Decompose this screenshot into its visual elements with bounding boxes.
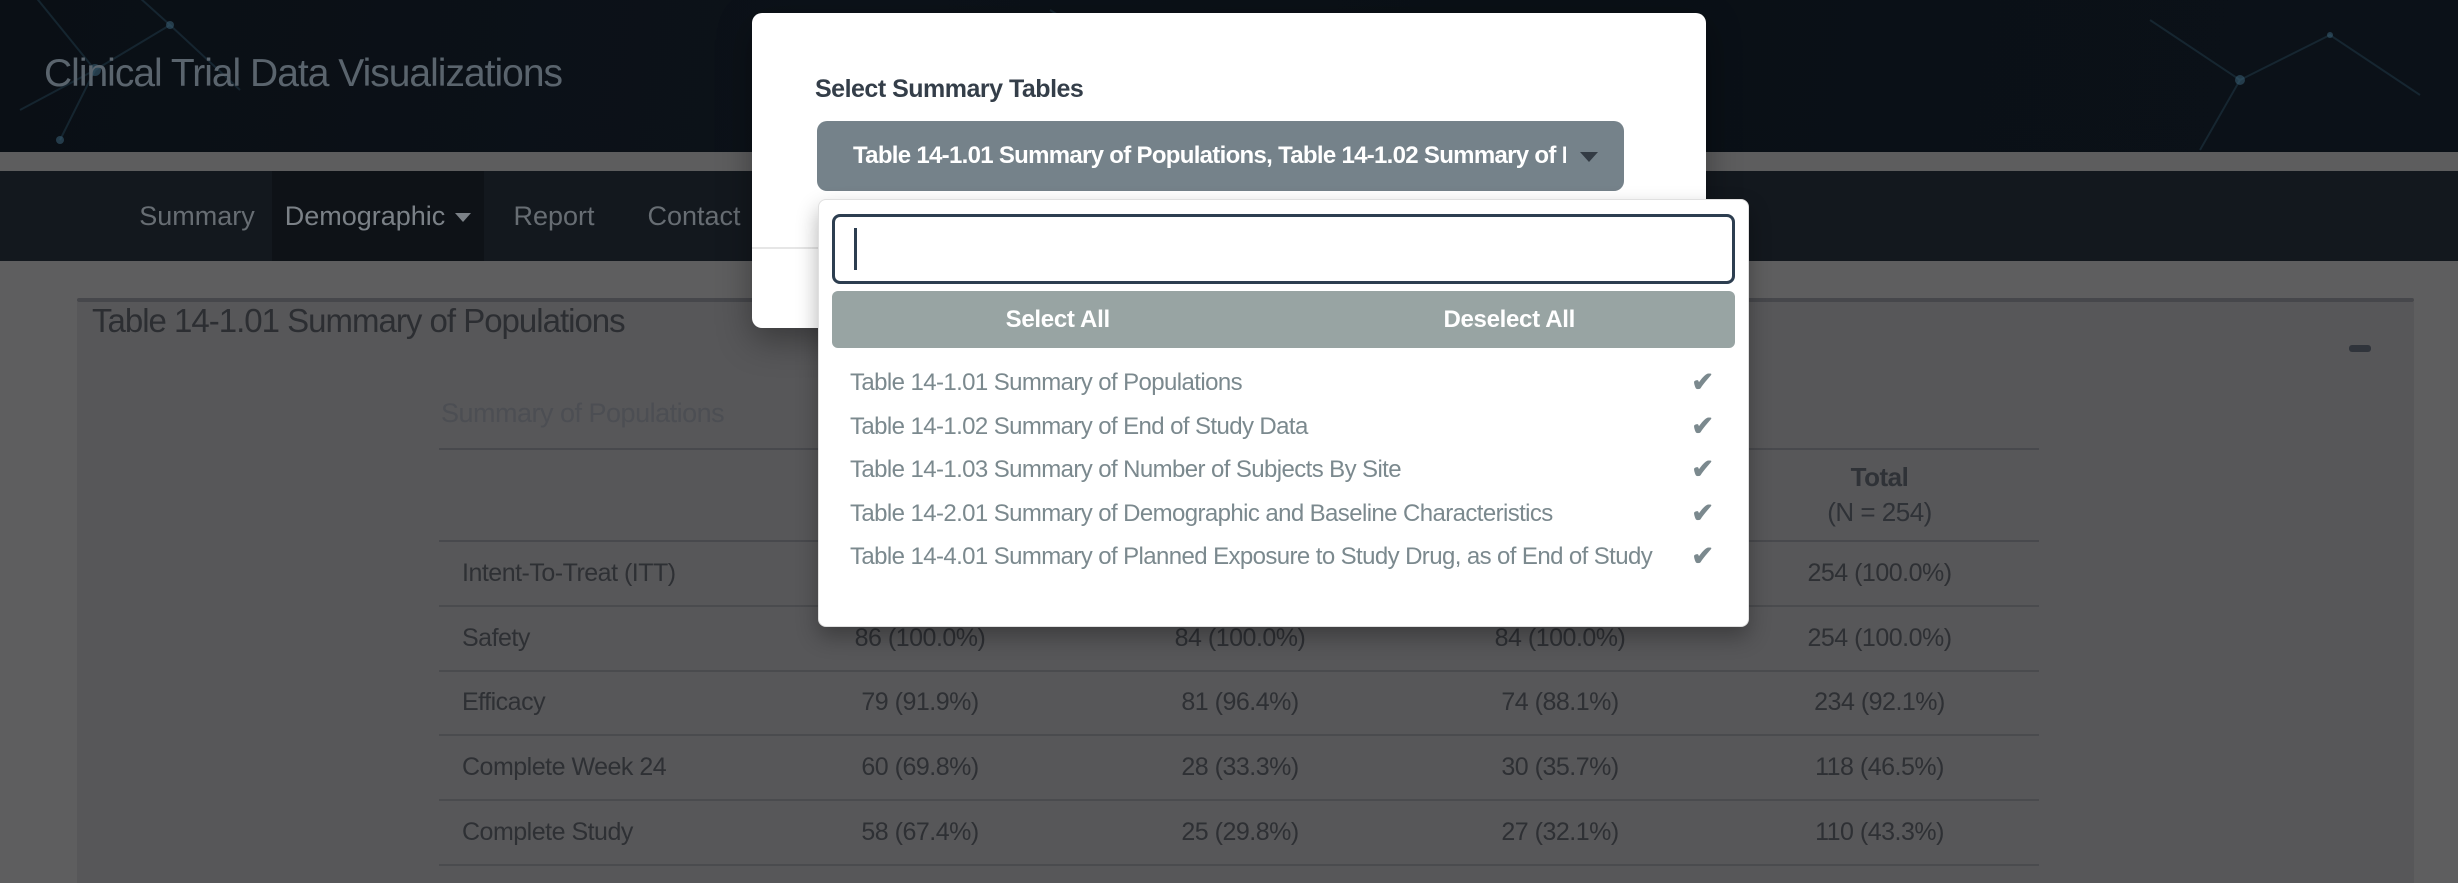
cell: 60 (69.8%) [760,735,1081,802]
modal-label: Select Summary Tables [815,75,1084,103]
nav-item-demographic[interactable]: Demographic [272,171,484,261]
check-icon: ✔ [1691,367,1714,397]
summary-tables-dropdown-button[interactable]: Table 14-1.01 Summary of Populations, Ta… [817,121,1624,191]
cell-total: 254 (100.0%) [1720,605,2040,672]
option-label: Table 14-4.01 Summary of Planned Exposur… [850,543,1653,570]
option-label: Table 14-1.02 Summary of End of Study Da… [850,412,1308,440]
cell: 81 (96.4%) [1080,670,1401,737]
row-label: Intent-To-Treat (ITT) [439,541,760,607]
dropdown-action-bar: Select All Deselect All [832,291,1735,348]
summary-panel-title: Table 14-1.01 Summary of Populations [92,302,626,339]
cell-total: 254 (100.0%) [1720,541,2040,607]
cell: 28 (33.3%) [1080,735,1401,802]
nav-item-contact[interactable]: Contact [647,201,741,231]
option-label: Table 14-2.01 Summary of Demographic and… [850,499,1553,527]
cell-total: 110 (43.3%) [1720,800,2040,866]
dropdown-search-input[interactable] [832,214,1735,284]
table-row-safety: Safety 86 (100.0%) 84 (100.0%) 84 (100.0… [439,605,2040,672]
option-table-14-1-01[interactable]: Table 14-1.01 Summary of Populations ✔ [819,361,1750,405]
cell: 30 (35.7%) [1400,735,1721,802]
text-cursor [854,228,857,270]
total-header-line2: (N = 254) [1827,497,1932,527]
table-row-complete-week-24: Complete Week 24 60 (69.8%) 28 (33.3%) 3… [439,735,2040,802]
check-icon: ✔ [1691,497,1714,528]
column-header-empty [439,449,760,542]
cell: 74 (88.1%) [1400,670,1721,737]
cell: 79 (91.9%) [760,670,1081,737]
dropdown-menu: Select All Deselect All Table 14-1.01 Su… [818,199,1749,627]
option-label: Table 14-1.01 Summary of Populations [850,369,1243,396]
check-icon: ✔ [1691,541,1714,571]
table-row-complete-study: Complete Study 58 (67.4%) 25 (29.8%) 27 … [439,800,2040,866]
cell: 25 (29.8%) [1080,800,1401,866]
nav-item-demographic-label: Demographic [284,201,446,231]
deselect-all-button[interactable]: Deselect All [1443,306,1576,333]
column-header-total: Total (N = 254) [1720,449,2040,542]
row-label: Safety [439,605,760,672]
cell-total: 118 (46.5%) [1720,735,2040,802]
total-header-line1: Total [1850,462,1909,492]
select-all-button[interactable]: Select All [1005,306,1110,333]
dropdown-button-text: Table 14-1.01 Summary of Populations, Ta… [853,142,1566,169]
option-table-14-4-01[interactable]: Table 14-4.01 Summary of Planned Exposur… [819,535,1750,579]
row-label: Complete Week 24 [439,735,760,802]
cell: 27 (32.1%) [1400,800,1721,866]
nav-item-report[interactable]: Report [513,201,595,231]
check-icon: ✔ [1691,410,1714,441]
check-icon: ✔ [1691,454,1714,484]
row-label: Efficacy [439,670,760,737]
cell-total: 234 (92.1%) [1720,670,2040,737]
cell: 58 (67.4%) [760,800,1081,866]
page-title: Clinical Trial Data Visualizations [44,52,563,95]
collapse-panel-minus-icon[interactable] [2349,345,2371,352]
option-table-14-2-01[interactable]: Table 14-2.01 Summary of Demographic and… [819,492,1750,536]
table-row-efficacy: Efficacy 79 (91.9%) 81 (96.4%) 74 (88.1%… [439,670,2040,737]
dropdown-options-list: Table 14-1.01 Summary of Populations ✔ T… [819,361,1750,579]
row-label: Complete Study [439,800,760,866]
nav-item-summary[interactable]: Summary [139,201,255,231]
option-table-14-1-03[interactable]: Table 14-1.03 Summary of Number of Subje… [819,448,1750,492]
option-table-14-1-02[interactable]: Table 14-1.02 Summary of End of Study Da… [819,405,1750,449]
caret-down-icon [1580,152,1598,162]
option-label: Table 14-1.03 Summary of Number of Subje… [850,456,1402,483]
chevron-down-icon [455,213,472,223]
